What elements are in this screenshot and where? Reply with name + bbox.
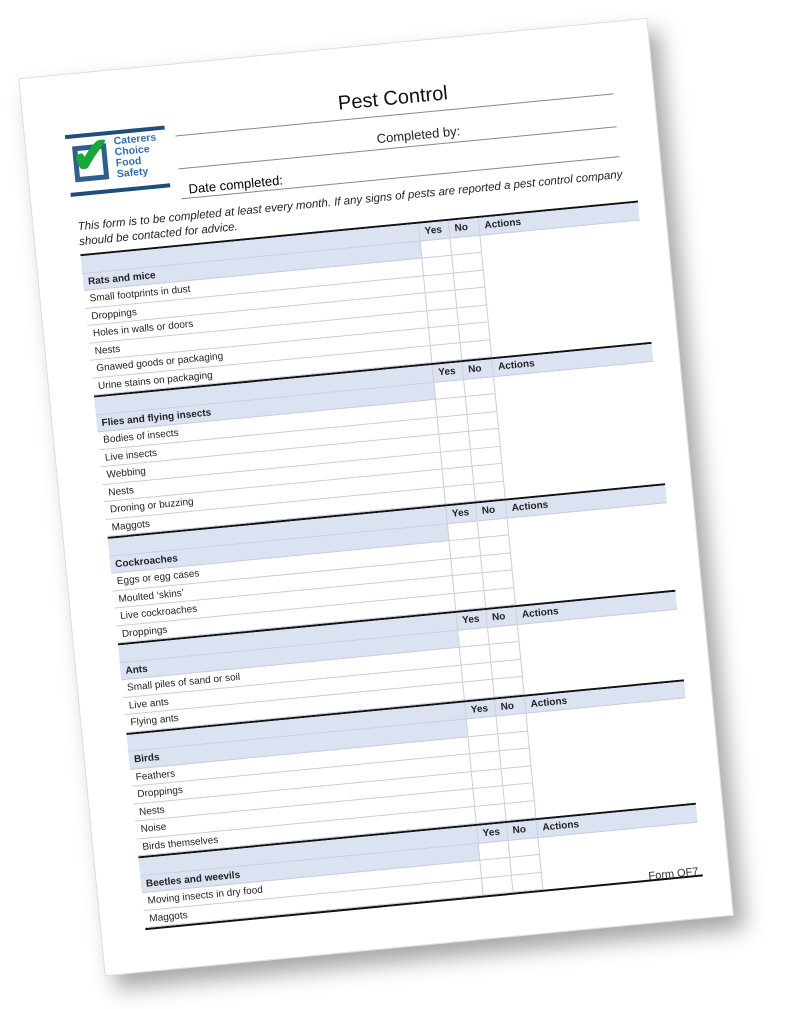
yes-checkbox[interactable] <box>463 679 495 700</box>
actions-cell[interactable] <box>526 698 695 818</box>
date-completed-label: Date completed: <box>187 172 284 197</box>
caterers-choice-logo: ✔ Caterers Choice Food Safety <box>64 125 171 199</box>
no-checkbox[interactable] <box>484 587 517 608</box>
no-checkbox[interactable] <box>474 481 506 502</box>
pest-checklist-table: Yes No Actions Rats and mice Small footprint… <box>80 200 703 931</box>
yes-checkbox[interactable] <box>475 803 507 824</box>
actions-cell[interactable] <box>494 361 665 498</box>
completed-by-label: Completed by: <box>375 123 461 147</box>
logo-line: Safety <box>116 165 149 181</box>
yes-checkbox[interactable] <box>430 342 463 363</box>
no-checkbox[interactable] <box>511 872 544 893</box>
logo-text: Caterers Choice Food Safety <box>113 131 160 181</box>
no-checkbox[interactable] <box>493 676 525 698</box>
yes-checkbox[interactable] <box>482 875 514 896</box>
logo-bar <box>70 183 171 197</box>
actions-cell[interactable] <box>508 503 676 605</box>
checkmark-icon: ✔ <box>68 127 114 185</box>
yes-checkbox[interactable] <box>444 484 476 505</box>
pest-control-form-page: ✔ Caterers Choice Food Safety Pest Contr… <box>18 17 734 977</box>
no-checkbox[interactable] <box>504 800 537 821</box>
yes-checkbox[interactable] <box>454 590 487 611</box>
actions-cell[interactable] <box>480 220 651 357</box>
no-checkbox[interactable] <box>460 339 493 361</box>
